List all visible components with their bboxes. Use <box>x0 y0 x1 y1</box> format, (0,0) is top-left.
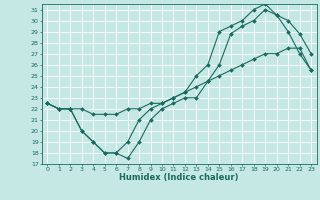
X-axis label: Humidex (Indice chaleur): Humidex (Indice chaleur) <box>119 173 239 182</box>
